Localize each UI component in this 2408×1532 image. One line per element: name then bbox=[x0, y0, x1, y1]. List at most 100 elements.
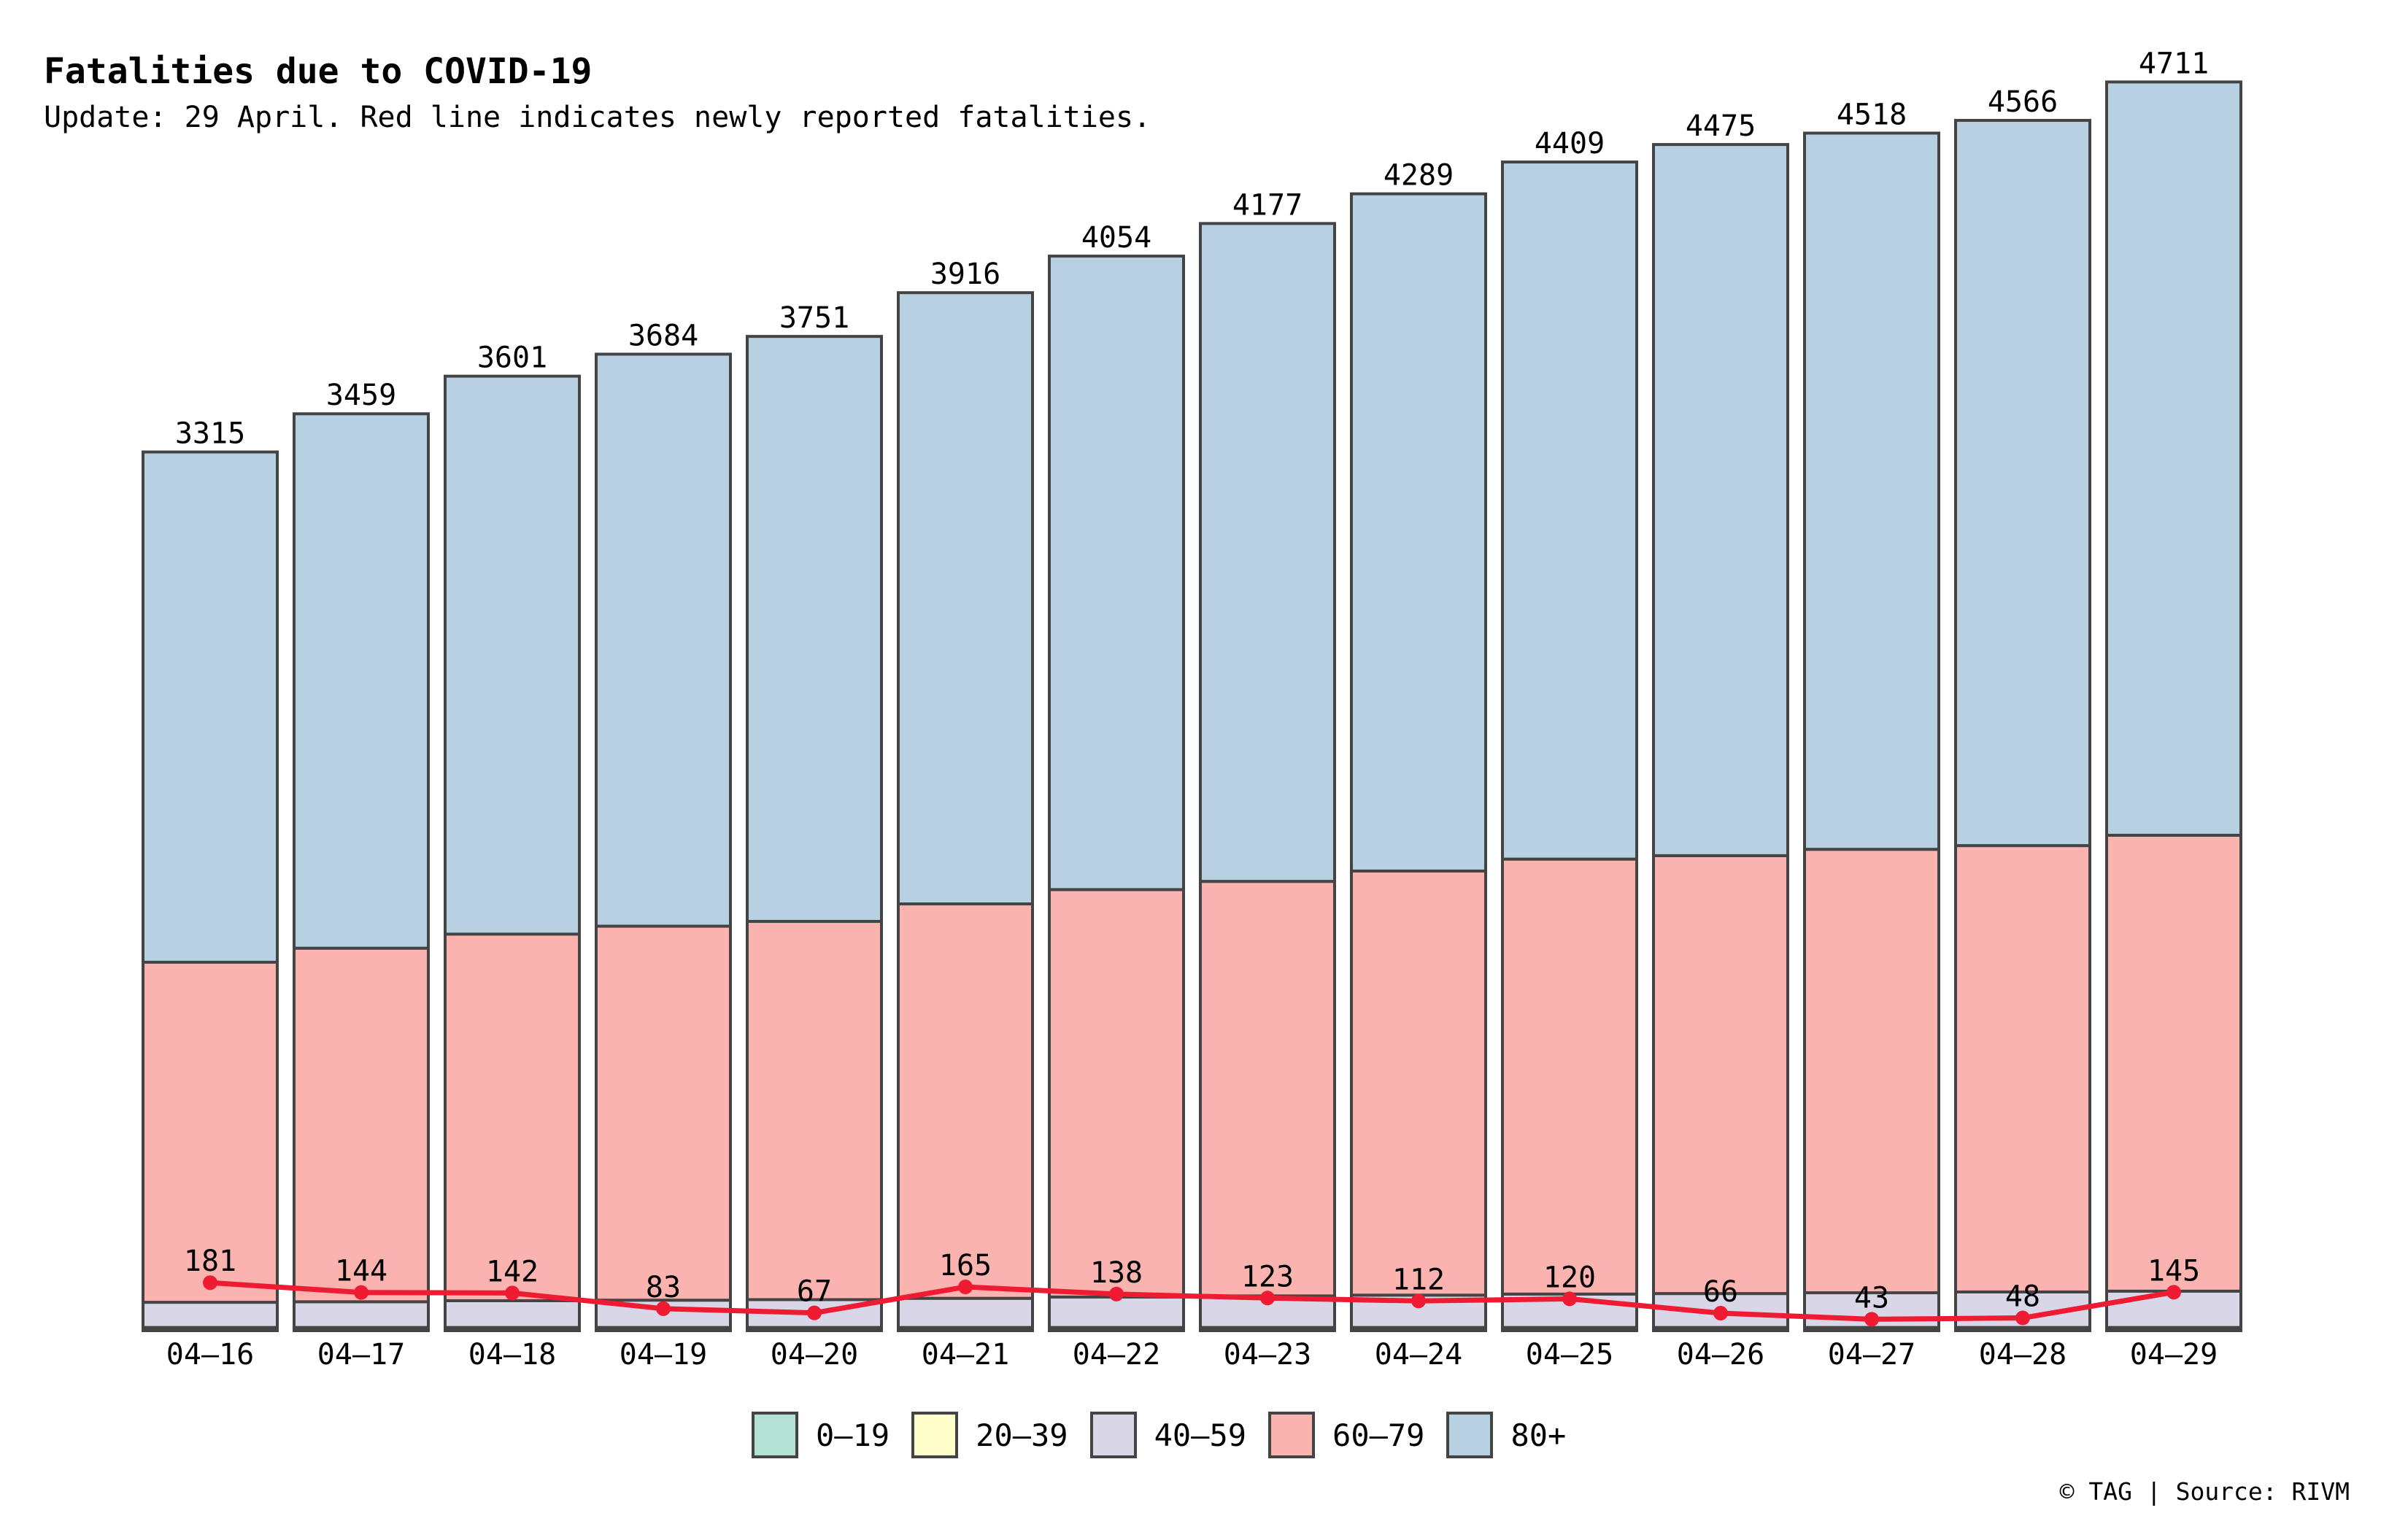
x-tick-label: 04–18 bbox=[468, 1338, 556, 1372]
chart-subtitle: Update: 29 April. Red line indicates new… bbox=[44, 101, 1151, 134]
x-tick-label: 04–29 bbox=[2130, 1338, 2218, 1372]
bar-segment-80+-8 bbox=[1350, 192, 1487, 873]
bar-segment-60-79-4 bbox=[746, 920, 883, 1301]
x-tick-label: 04–22 bbox=[1073, 1338, 1160, 1372]
bar-segment-60-79-11 bbox=[1803, 848, 1940, 1295]
new-fatalities-label: 123 bbox=[1241, 1260, 1294, 1293]
bar-segment-60-79-0 bbox=[142, 960, 279, 1304]
new-fatalities-point bbox=[958, 1280, 973, 1295]
bar-total-label: 3751 bbox=[779, 301, 849, 335]
x-tick-label: 04–28 bbox=[1979, 1338, 2067, 1372]
bar-segment-40-59-5 bbox=[897, 1296, 1034, 1329]
legend-item: 60–79 bbox=[1268, 1412, 1424, 1458]
legend-label: 20–39 bbox=[976, 1417, 1068, 1453]
new-fatalities-point bbox=[1713, 1306, 1728, 1321]
bar-segment-80+-10 bbox=[1652, 143, 1789, 857]
new-fatalities-point bbox=[505, 1285, 520, 1301]
bar-total-label: 4289 bbox=[1384, 159, 1454, 193]
new-fatalities-label: 83 bbox=[646, 1271, 681, 1304]
new-fatalities-point bbox=[354, 1285, 368, 1300]
bar-segment-80+-1 bbox=[293, 412, 430, 950]
bar-segment-60-79-3 bbox=[595, 924, 732, 1302]
x-tick-label: 04–26 bbox=[1677, 1338, 1764, 1372]
bar-total-label: 3459 bbox=[326, 379, 396, 412]
bar-segment-60-79-6 bbox=[1048, 888, 1185, 1299]
bar-segment-80+-5 bbox=[897, 291, 1034, 906]
bar-segment-80+-2 bbox=[444, 374, 581, 936]
bar-segment-80+-6 bbox=[1048, 255, 1185, 891]
bar-segment-80+-13 bbox=[2105, 80, 2242, 837]
new-fatalities-point bbox=[2015, 1310, 2030, 1326]
new-fatalities-label: 181 bbox=[184, 1245, 236, 1278]
new-fatalities-label: 43 bbox=[1854, 1281, 1889, 1315]
new-fatalities-point bbox=[656, 1301, 671, 1316]
bar-total-label: 4711 bbox=[2139, 47, 2209, 80]
x-tick-label: 04–27 bbox=[1828, 1338, 1915, 1372]
legend-item: 0–19 bbox=[752, 1412, 890, 1458]
bar-segment-40-59-6 bbox=[1048, 1295, 1185, 1329]
legend-label: 60–79 bbox=[1332, 1417, 1425, 1453]
bar-segment-60-79-5 bbox=[897, 902, 1034, 1300]
legend-item: 80+ bbox=[1446, 1412, 1566, 1458]
x-tick-label: 04–24 bbox=[1375, 1338, 1462, 1372]
new-fatalities-label: 144 bbox=[335, 1255, 387, 1288]
new-fatalities-label: 120 bbox=[1543, 1261, 1596, 1294]
new-fatalities-point bbox=[203, 1275, 217, 1291]
new-fatalities-label: 138 bbox=[1090, 1256, 1143, 1290]
x-tick-label: 04–17 bbox=[317, 1338, 405, 1372]
bar-segment-40-59-0 bbox=[142, 1301, 279, 1329]
bar-total-label: 4566 bbox=[1988, 85, 2058, 119]
new-fatalities-label: 112 bbox=[1392, 1263, 1445, 1296]
x-tick-label: 04–21 bbox=[922, 1338, 1009, 1372]
x-tick-label: 04–20 bbox=[771, 1338, 858, 1372]
bar-total-label: 4518 bbox=[1837, 98, 1907, 131]
legend-label: 80+ bbox=[1510, 1417, 1567, 1453]
bar-segment-40-59-2 bbox=[444, 1299, 581, 1329]
bar-segment-80+-9 bbox=[1501, 160, 1638, 861]
legend-swatch bbox=[1089, 1412, 1137, 1458]
new-fatalities-label: 165 bbox=[939, 1249, 992, 1283]
chart-title: Fatalities due to COVID-19 bbox=[44, 51, 593, 92]
new-fatalities-point bbox=[2166, 1285, 2181, 1300]
legend-item: 40–59 bbox=[1089, 1412, 1246, 1458]
legend-swatch bbox=[1268, 1412, 1316, 1458]
x-tick-label: 04–19 bbox=[620, 1338, 707, 1372]
legend-swatch bbox=[911, 1412, 959, 1458]
new-fatalities-label: 48 bbox=[2005, 1280, 2040, 1314]
chart-legend: 0–19 20–39 40–59 60–79 80+ bbox=[752, 1412, 1588, 1458]
bar-segment-60-79-1 bbox=[293, 946, 430, 1304]
new-fatalities-point bbox=[1411, 1293, 1426, 1309]
bar-segment-60-79-9 bbox=[1501, 857, 1638, 1296]
bar-total-label: 3684 bbox=[628, 319, 698, 352]
new-fatalities-point bbox=[807, 1305, 822, 1320]
new-fatalities-label: 142 bbox=[486, 1255, 539, 1288]
new-fatalities-label: 145 bbox=[2147, 1254, 2200, 1288]
bar-segment-40-59-1 bbox=[293, 1300, 430, 1329]
new-fatalities-point bbox=[1260, 1291, 1275, 1306]
bar-segment-60-79-12 bbox=[1954, 844, 2091, 1293]
bar-segment-60-79-7 bbox=[1199, 880, 1336, 1298]
bar-segment-60-79-10 bbox=[1652, 854, 1789, 1296]
x-tick-label: 04–23 bbox=[1224, 1338, 1311, 1372]
bar-segment-80+-3 bbox=[595, 352, 732, 928]
bar-segment-80+-7 bbox=[1199, 222, 1336, 883]
bar-total-label: 4177 bbox=[1232, 188, 1303, 222]
bar-total-label: 3315 bbox=[175, 417, 245, 451]
x-tick-label: 04–16 bbox=[166, 1338, 254, 1372]
legend-swatch bbox=[1446, 1412, 1494, 1458]
bar-total-label: 4409 bbox=[1535, 127, 1605, 160]
new-fatalities-point bbox=[1562, 1291, 1577, 1307]
new-fatalities-point bbox=[1864, 1312, 1879, 1327]
legend-item: 20–39 bbox=[911, 1412, 1068, 1458]
new-fatalities-label: 66 bbox=[1703, 1275, 1738, 1309]
new-fatalities-line bbox=[209, 1280, 2174, 1322]
legend-label: 0–19 bbox=[816, 1417, 890, 1453]
bar-segment-60-79-13 bbox=[2105, 833, 2242, 1293]
bar-segment-80+-11 bbox=[1803, 131, 1940, 851]
x-tick-label: 04–25 bbox=[1526, 1338, 1613, 1372]
bar-segment-60-79-8 bbox=[1350, 869, 1487, 1297]
bar-segment-80+-4 bbox=[746, 335, 883, 924]
bar-segment-60-79-2 bbox=[444, 932, 581, 1302]
bar-segment-80+-12 bbox=[1954, 119, 2091, 848]
